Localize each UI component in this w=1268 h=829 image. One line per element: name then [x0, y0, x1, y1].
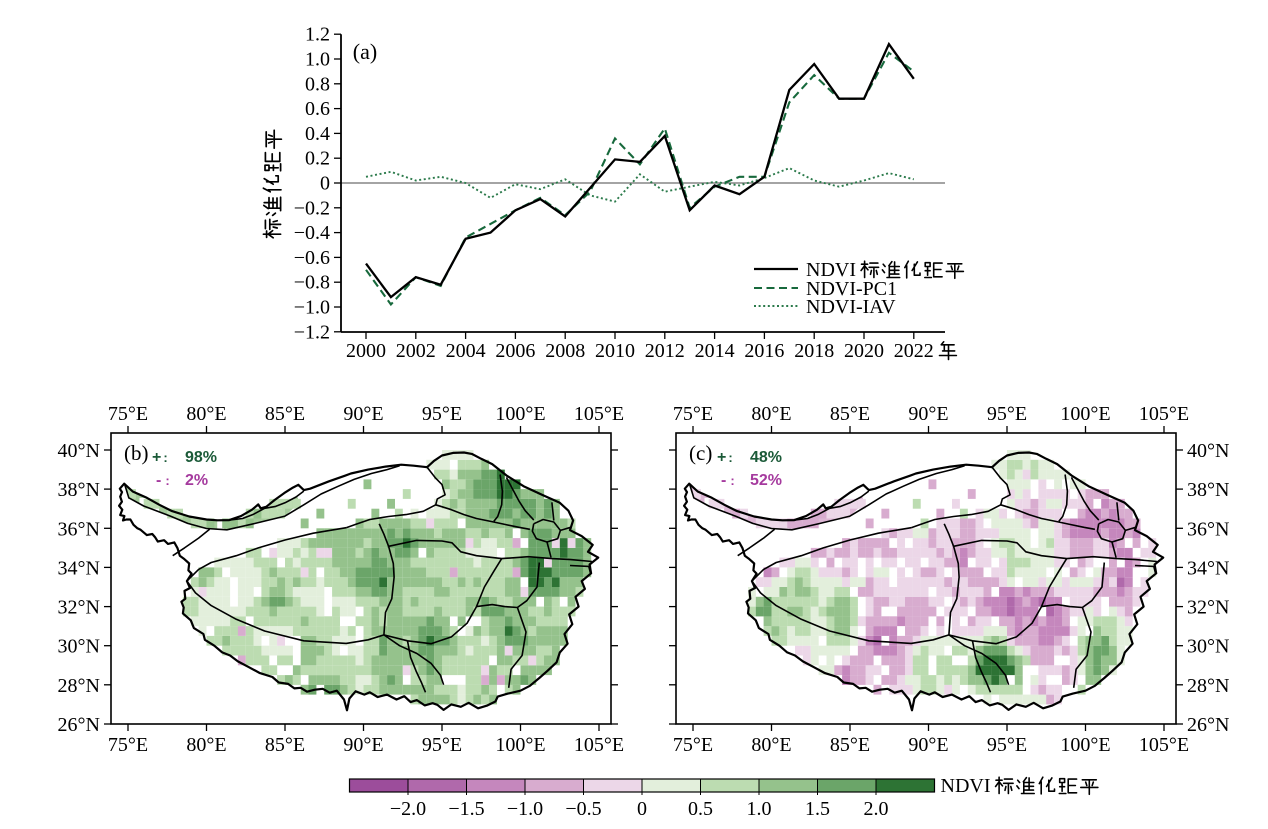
svg-text:40°N: 40°N [58, 440, 100, 462]
svg-text:100°E: 100°E [1060, 403, 1110, 425]
svg-text:95°E: 95°E [422, 403, 462, 425]
svg-text:34°N: 34°N [1187, 557, 1229, 579]
svg-text:2010: 2010 [595, 340, 635, 362]
svg-text:105°E: 105°E [1139, 734, 1189, 756]
svg-text:38°N: 38°N [58, 479, 100, 501]
svg-text:30°N: 30°N [1187, 636, 1229, 658]
svg-text:80°E: 80°E [751, 734, 791, 756]
svg-text:85°E: 85°E [830, 403, 870, 425]
svg-text:36°N: 36°N [58, 518, 100, 540]
svg-text:105°E: 105°E [1139, 403, 1189, 425]
svg-text:2020: 2020 [844, 340, 884, 362]
svg-text:32°N: 32°N [1187, 597, 1229, 619]
svg-text:85°E: 85°E [830, 734, 870, 756]
svg-text:0.4: 0.4 [305, 123, 330, 145]
svg-text:90°E: 90°E [343, 734, 383, 756]
svg-text:52%: 52% [750, 472, 782, 489]
svg-text:30°N: 30°N [58, 636, 100, 658]
svg-text:36°N: 36°N [1187, 518, 1229, 540]
svg-text:26°N: 26°N [1187, 714, 1229, 736]
svg-text:2008: 2008 [545, 340, 585, 362]
svg-text:2022: 2022 [894, 340, 934, 362]
svg-text:105°E: 105°E [574, 403, 624, 425]
svg-text:75°E: 75°E [673, 403, 713, 425]
svg-text:−1.2: −1.2 [294, 321, 330, 343]
svg-text:40°N: 40°N [1187, 440, 1229, 462]
svg-text:1.0: 1.0 [747, 798, 772, 820]
svg-text:100°E: 100°E [495, 403, 545, 425]
svg-text:2006: 2006 [495, 340, 535, 362]
svg-text:90°E: 90°E [343, 403, 383, 425]
svg-text:2004: 2004 [446, 340, 486, 362]
svg-text:+:: +: [717, 449, 733, 466]
svg-text:48%: 48% [750, 449, 782, 466]
svg-text:95°E: 95°E [987, 403, 1027, 425]
svg-text:(b): (b) [124, 441, 149, 465]
svg-text:80°E: 80°E [186, 734, 226, 756]
svg-text:2000: 2000 [346, 340, 386, 362]
svg-text:2018: 2018 [794, 340, 834, 362]
svg-text:85°E: 85°E [265, 734, 305, 756]
svg-text:85°E: 85°E [265, 403, 305, 425]
svg-text:2%: 2% [185, 472, 208, 489]
svg-text:1.5: 1.5 [805, 798, 830, 820]
svg-text:0.6: 0.6 [305, 98, 330, 120]
svg-text:(c): (c) [689, 441, 712, 465]
svg-text:95°E: 95°E [422, 734, 462, 756]
svg-text:80°E: 80°E [186, 403, 226, 425]
svg-text:2014: 2014 [695, 340, 735, 362]
svg-text:28°N: 28°N [58, 675, 100, 697]
svg-text:−2.0: −2.0 [390, 798, 426, 820]
svg-text:0.8: 0.8 [305, 73, 330, 95]
svg-text:0.5: 0.5 [688, 798, 713, 820]
svg-text:2016: 2016 [744, 340, 784, 362]
svg-text:98%: 98% [185, 449, 217, 466]
svg-text:−0.6: −0.6 [294, 247, 330, 269]
svg-text:−1.0: −1.0 [294, 297, 330, 319]
svg-text:−0.8: −0.8 [294, 272, 330, 294]
svg-text:0: 0 [320, 173, 330, 195]
svg-text:−0.4: −0.4 [294, 222, 330, 244]
svg-text:26°N: 26°N [58, 714, 100, 736]
svg-text:75°E: 75°E [108, 734, 148, 756]
svg-text:1.0: 1.0 [305, 49, 330, 71]
svg-text:80°E: 80°E [751, 403, 791, 425]
svg-text:32°N: 32°N [58, 597, 100, 619]
svg-text:NDVI-PC1: NDVI-PC1 [806, 278, 897, 300]
svg-text:(a): (a) [353, 39, 377, 64]
svg-text:0.2: 0.2 [305, 148, 330, 170]
svg-text:90°E: 90°E [908, 403, 948, 425]
svg-text:34°N: 34°N [58, 557, 100, 579]
svg-text:2012: 2012 [645, 340, 685, 362]
svg-text:100°E: 100°E [1060, 734, 1110, 756]
svg-text:NDVI: NDVI [941, 775, 991, 797]
svg-text:NDVI-IAV: NDVI-IAV [806, 296, 896, 318]
svg-text:95°E: 95°E [987, 734, 1027, 756]
svg-text:+:: +: [152, 449, 168, 466]
svg-text:105°E: 105°E [574, 734, 624, 756]
svg-text:NDVI: NDVI [806, 259, 856, 281]
svg-text:2002: 2002 [396, 340, 436, 362]
svg-text:−0.5: −0.5 [565, 798, 601, 820]
svg-text:−1.0: −1.0 [507, 798, 543, 820]
svg-text:100°E: 100°E [495, 734, 545, 756]
svg-text:75°E: 75°E [673, 734, 713, 756]
svg-text:−1.5: −1.5 [448, 798, 484, 820]
svg-text:28°N: 28°N [1187, 675, 1229, 697]
svg-text:−0.2: −0.2 [294, 197, 330, 219]
svg-text:75°E: 75°E [108, 403, 148, 425]
svg-text:38°N: 38°N [1187, 479, 1229, 501]
svg-text:2.0: 2.0 [864, 798, 889, 820]
svg-text:0: 0 [637, 798, 647, 820]
svg-text:1.2: 1.2 [305, 24, 330, 46]
svg-text:90°E: 90°E [908, 734, 948, 756]
